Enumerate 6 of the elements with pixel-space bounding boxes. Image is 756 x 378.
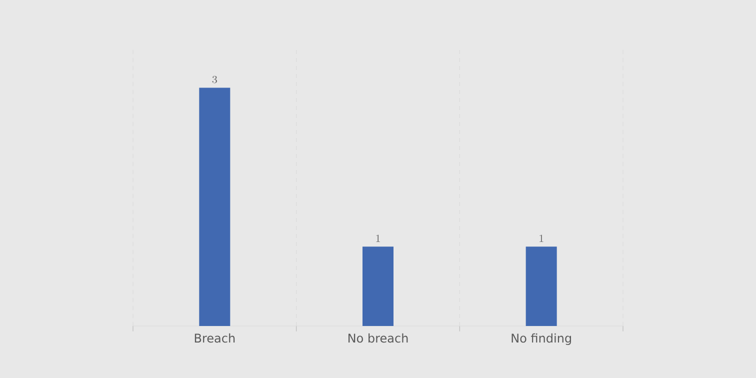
x-tick-label: Breach [194, 333, 235, 343]
x-tick-label: No finding [512, 333, 571, 345]
data-label: 1 [376, 234, 380, 242]
data-label: 3 [212, 76, 218, 84]
data-label: 1 [540, 234, 544, 242]
x-tick-label: No breach [348, 333, 408, 343]
